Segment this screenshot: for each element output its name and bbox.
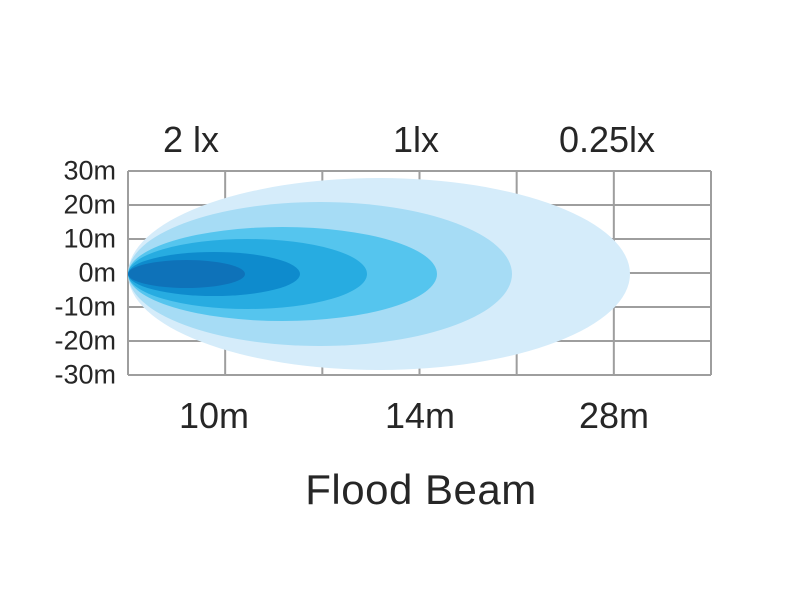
illuminance-label-025lx: 0.25lx bbox=[558, 119, 656, 160]
y-tick-0m: 0m bbox=[78, 257, 116, 288]
y-tick-30m: 30m bbox=[63, 155, 116, 186]
y-tick-neg10m: -10m bbox=[54, 291, 116, 322]
distance-label-14m: 14m bbox=[384, 395, 456, 436]
y-tick-neg30m: -30m bbox=[54, 359, 116, 390]
beam-layer-hotspot bbox=[128, 260, 245, 288]
distance-label-28m: 28m bbox=[578, 395, 650, 436]
chart-title: Flood Beam bbox=[305, 466, 537, 513]
beam-layers bbox=[128, 178, 630, 370]
y-tick-10m: 10m bbox=[63, 223, 116, 254]
y-tick-neg20m: -20m bbox=[54, 325, 116, 356]
y-tick-20m: 20m bbox=[63, 189, 116, 220]
illuminance-label-2lx: 2 lx bbox=[162, 119, 220, 160]
distance-label-10m: 10m bbox=[178, 395, 250, 436]
illuminance-label-1lx: 1lx bbox=[392, 119, 440, 160]
